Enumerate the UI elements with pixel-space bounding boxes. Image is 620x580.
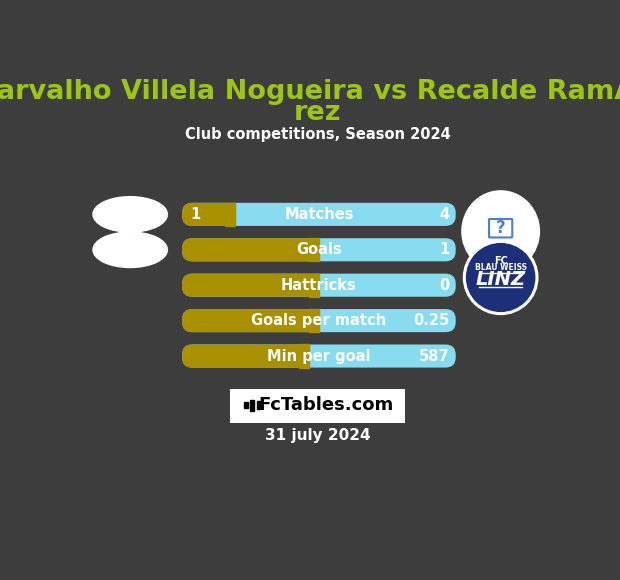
Text: Club competitions, Season 2024: Club competitions, Season 2024 xyxy=(185,126,451,142)
FancyBboxPatch shape xyxy=(182,309,456,332)
FancyBboxPatch shape xyxy=(182,203,236,226)
Text: BLAU WEISS: BLAU WEISS xyxy=(475,263,526,272)
Text: 587: 587 xyxy=(419,349,449,364)
FancyBboxPatch shape xyxy=(182,345,456,368)
Ellipse shape xyxy=(462,191,539,271)
Bar xyxy=(250,400,254,411)
Text: ?: ? xyxy=(496,219,505,237)
Text: Carvalho Villela Nogueira vs Recalde RamÃ­-: Carvalho Villela Nogueira vs Recalde Ram… xyxy=(0,74,620,105)
Text: Goals per match: Goals per match xyxy=(251,313,386,328)
Text: Hattricks: Hattricks xyxy=(281,278,356,293)
FancyBboxPatch shape xyxy=(182,274,456,297)
Text: 1: 1 xyxy=(190,207,200,222)
Bar xyxy=(299,345,309,368)
Text: Goals: Goals xyxy=(296,242,342,258)
Bar xyxy=(309,274,319,297)
Text: FC: FC xyxy=(494,256,508,266)
Bar xyxy=(226,203,236,226)
FancyBboxPatch shape xyxy=(182,309,319,332)
Text: 4: 4 xyxy=(440,207,450,222)
Text: FcTables.com: FcTables.com xyxy=(258,396,393,414)
FancyBboxPatch shape xyxy=(230,389,405,423)
FancyBboxPatch shape xyxy=(182,345,309,368)
Text: 0: 0 xyxy=(439,278,450,293)
Text: 1: 1 xyxy=(439,242,450,258)
FancyBboxPatch shape xyxy=(182,238,319,262)
Bar xyxy=(309,238,319,262)
FancyBboxPatch shape xyxy=(489,219,512,237)
Bar xyxy=(257,401,260,409)
Text: Matches: Matches xyxy=(284,207,353,222)
Circle shape xyxy=(466,244,534,311)
Text: rez: rez xyxy=(294,100,342,126)
Text: 0.25: 0.25 xyxy=(414,313,450,328)
Text: Min per goal: Min per goal xyxy=(267,349,371,364)
Text: LINZ: LINZ xyxy=(476,270,526,288)
Ellipse shape xyxy=(93,232,167,267)
FancyBboxPatch shape xyxy=(182,203,456,226)
FancyBboxPatch shape xyxy=(182,274,319,297)
FancyBboxPatch shape xyxy=(182,238,456,262)
Bar xyxy=(244,403,248,408)
Circle shape xyxy=(464,241,538,314)
Bar xyxy=(309,309,319,332)
Ellipse shape xyxy=(93,197,167,232)
Text: 31 july 2024: 31 july 2024 xyxy=(265,427,371,443)
